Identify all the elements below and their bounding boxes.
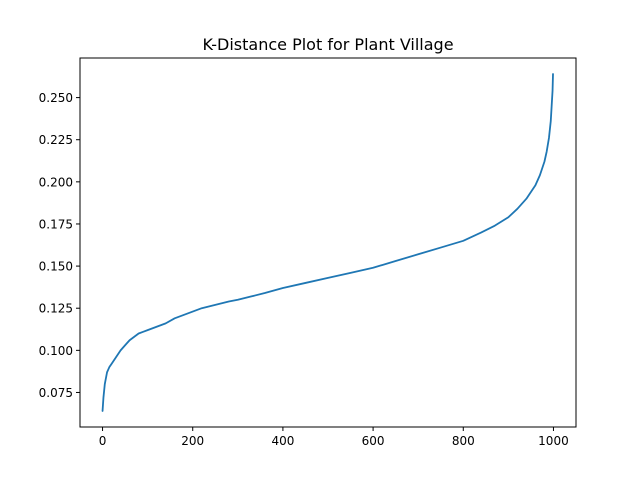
y-tick-label: 0.100 xyxy=(39,344,73,358)
x-tick-label: 800 xyxy=(452,434,475,448)
x-tick-label: 600 xyxy=(362,434,385,448)
x-tick-label: 1000 xyxy=(538,434,569,448)
y-tick-label: 0.200 xyxy=(39,175,73,189)
plot-area: 0 200 400 600 800 1000 0.075 0.100 0.125 0.150 0.1… xyxy=(39,57,577,448)
chart-title: K-Distance Plot for Plant Village xyxy=(202,35,453,54)
y-tick-label: 0.250 xyxy=(39,91,73,105)
y-tick-label: 0.125 xyxy=(39,302,73,316)
y-tick-label: 0.150 xyxy=(39,260,73,274)
x-tick-label: 0 xyxy=(99,434,107,448)
y-tick-label: 0.225 xyxy=(39,133,73,147)
axes-frame xyxy=(79,57,577,428)
y-tick-label: 0.075 xyxy=(39,386,73,400)
k-distance-line xyxy=(101,73,554,412)
y-tick-label: 0.175 xyxy=(39,217,73,231)
x-tick-label: 200 xyxy=(181,434,204,448)
x-tick-label: 400 xyxy=(271,434,294,448)
